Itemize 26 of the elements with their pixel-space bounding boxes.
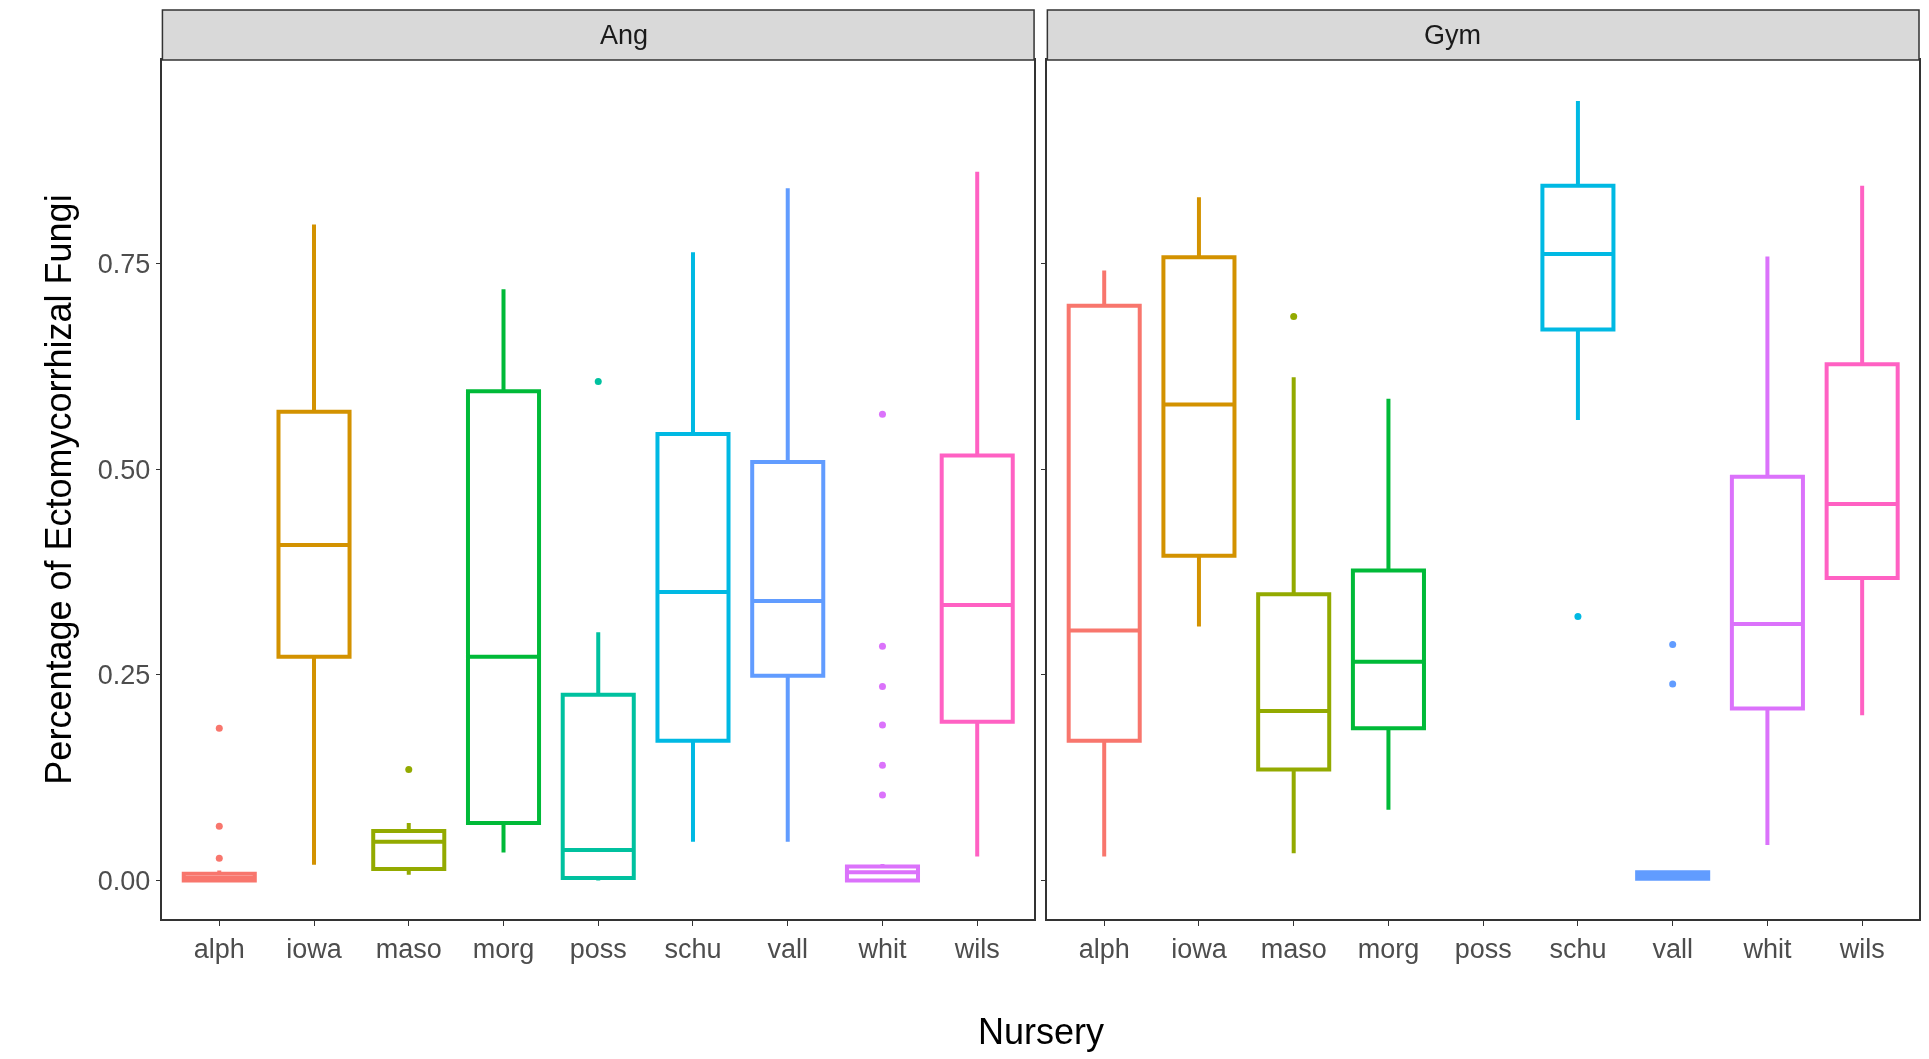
- x-axis-title: Nursery: [978, 1011, 1105, 1052]
- x-tick-label: alph: [193, 934, 245, 965]
- x-tick-label: poss: [569, 934, 627, 965]
- chart-title: Gym: [1424, 20, 1481, 50]
- x-tick-label: schu: [1549, 934, 1607, 965]
- x-tick-label: wils: [953, 934, 1000, 965]
- x-tick-label: morg: [1357, 934, 1420, 965]
- x-tick-label: schu: [664, 934, 722, 965]
- x-tick-label: alph: [1078, 934, 1130, 965]
- x-tick-label: vall: [767, 934, 808, 965]
- x-tick-label: whit: [857, 934, 907, 965]
- x-tick-label: iowa: [286, 934, 343, 965]
- x-tick-label: morg: [472, 934, 535, 965]
- y-axis-title: Percentage of Ectomycorrhizal Fungi: [38, 194, 80, 785]
- x-tick-label: maso: [1260, 934, 1327, 965]
- x-tick-label: whit: [1742, 934, 1792, 965]
- y-tick-label: 0.75: [97, 249, 151, 280]
- x-tick-label: iowa: [1171, 934, 1228, 965]
- y-tick-label: 0.25: [97, 660, 151, 691]
- x-tick-label: poss: [1454, 934, 1512, 965]
- x-tick-label: vall: [1652, 934, 1693, 965]
- x-tick-label: maso: [375, 934, 442, 965]
- y-tick-label: 0.50: [97, 454, 151, 485]
- y-tick-label: 0.00: [97, 865, 151, 896]
- x-tick-label: wils: [1838, 934, 1885, 965]
- chart-title: Ang: [600, 20, 649, 50]
